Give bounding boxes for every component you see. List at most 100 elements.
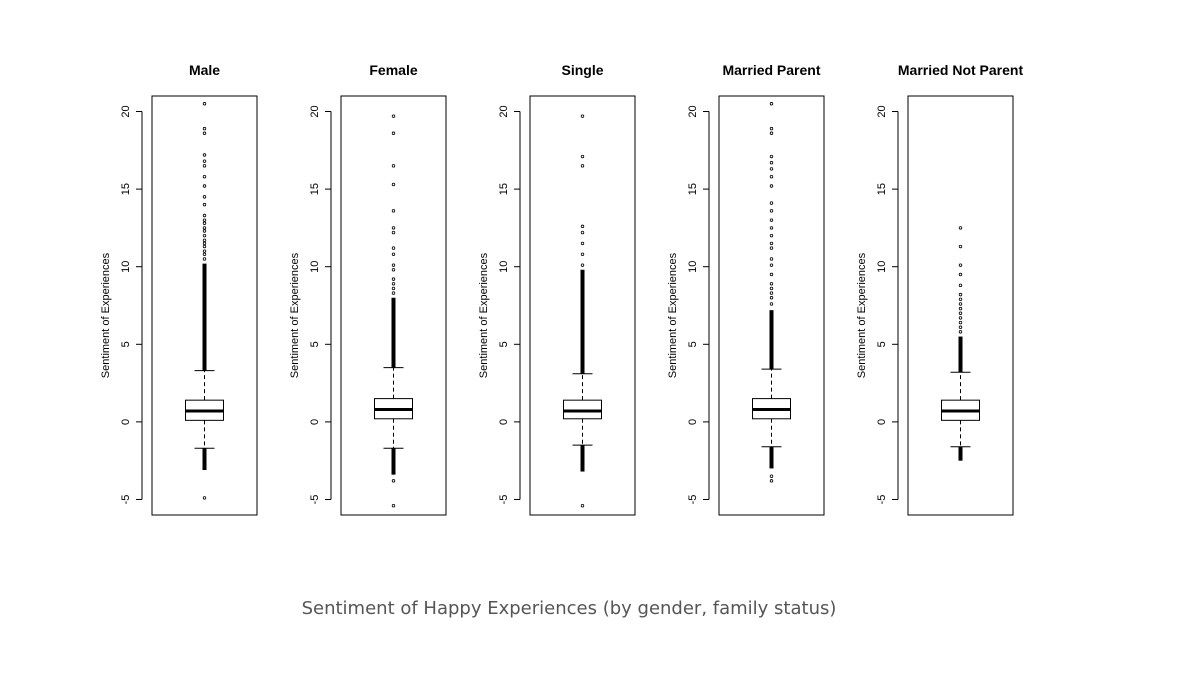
outlier-point xyxy=(958,320,963,325)
y-tick-label: 20 xyxy=(120,105,132,117)
outlier-point xyxy=(958,272,963,277)
outlier-point xyxy=(580,164,585,168)
outlier-point xyxy=(580,154,585,159)
outlier-point xyxy=(769,286,774,291)
y-tick-label: 5 xyxy=(309,341,321,347)
outlier-point xyxy=(769,479,774,483)
panel-2: Female -5 0 5 10 15 20 Sentiment of Experiences xyxy=(289,62,447,516)
outlier-point xyxy=(769,184,774,188)
y-axis-label: Sentiment of Experiences xyxy=(100,252,112,378)
panel-1: Male -5 0 5 10 15 20 Sentiment of Experiences xyxy=(100,62,258,516)
y-tick-label: 10 xyxy=(498,261,510,273)
outlier-point xyxy=(580,252,585,256)
outlier-point xyxy=(769,296,774,300)
outlier-point xyxy=(391,503,396,508)
plot-frame xyxy=(907,95,1014,516)
outlier-point xyxy=(769,246,774,250)
outlier-point xyxy=(769,263,774,267)
outlier-point xyxy=(202,153,207,157)
outlier-point xyxy=(958,297,963,301)
outlier-point xyxy=(202,202,207,207)
y-tick-label: 5 xyxy=(687,341,699,347)
outlier-point xyxy=(202,238,207,243)
outlier-point xyxy=(391,230,396,235)
y-tick-label: 0 xyxy=(120,419,132,425)
y-tick-label: 10 xyxy=(687,261,699,273)
outlier-point xyxy=(769,167,774,171)
panel-5: Married Not Parent -5 0 5 10 15 20 Sentiment of… xyxy=(856,62,1023,516)
y-tick-label: 15 xyxy=(120,183,132,195)
outlier-point xyxy=(958,330,963,334)
outlier-point xyxy=(391,209,396,213)
y-tick-label: 10 xyxy=(120,261,132,273)
outlier-point xyxy=(202,102,207,106)
iqr-box xyxy=(563,399,602,420)
outlier-point xyxy=(391,246,396,250)
plot-frame xyxy=(340,95,447,516)
y-tick-label: 15 xyxy=(309,183,321,195)
outlier-point xyxy=(769,161,774,165)
outlier-point xyxy=(769,209,774,213)
outlier-point xyxy=(391,182,396,187)
y-axis-label: Sentiment of Experiences xyxy=(667,252,679,378)
outlier-point xyxy=(958,292,963,297)
outlier-point xyxy=(769,291,774,295)
y-tick-label: -5 xyxy=(498,495,510,505)
outlier-point xyxy=(958,226,963,230)
outlier-point xyxy=(202,221,207,225)
outlier-point xyxy=(958,316,963,320)
outlier-point xyxy=(958,244,963,249)
outlier-point xyxy=(202,213,207,218)
y-tick-label: 20 xyxy=(498,105,510,117)
outlier-point xyxy=(580,224,585,229)
plot-frame xyxy=(718,95,825,516)
outlier-point xyxy=(580,114,585,118)
y-axis-label: Sentiment of Experiences xyxy=(478,252,490,378)
outlier-point xyxy=(769,131,774,135)
outlier-point xyxy=(958,283,963,288)
outlier-point xyxy=(769,241,774,246)
outlier-point xyxy=(769,272,774,277)
outlier-point xyxy=(202,496,207,500)
y-tick-label: 5 xyxy=(120,341,132,347)
outlier-point xyxy=(202,218,207,222)
y-tick-label: 0 xyxy=(498,419,510,425)
outlier-point xyxy=(202,233,207,238)
outlier-point xyxy=(769,154,774,159)
outlier-point xyxy=(769,201,774,205)
panel-title: Single xyxy=(561,62,603,78)
outlier-point xyxy=(202,244,207,249)
outlier-point xyxy=(769,282,774,286)
outlier-point xyxy=(202,252,207,256)
outlier-point xyxy=(769,218,774,222)
outlier-point xyxy=(202,164,207,168)
plot-frame xyxy=(151,95,258,516)
y-tick-label: 15 xyxy=(498,183,510,195)
outlier-point xyxy=(580,230,585,235)
outlier-point xyxy=(958,263,963,267)
y-tick-label: 0 xyxy=(309,419,321,425)
outlier-point xyxy=(769,102,774,106)
y-tick-label: -5 xyxy=(687,495,699,505)
y-tick-label: 10 xyxy=(309,261,321,273)
outlier-point xyxy=(958,311,963,315)
outlier-point xyxy=(391,252,396,256)
y-tick-label: 15 xyxy=(687,183,699,195)
outlier-point xyxy=(580,503,585,508)
outlier-point xyxy=(391,164,396,168)
y-axis-label: Sentiment of Experiences xyxy=(289,252,301,378)
outlier-point xyxy=(391,286,396,291)
outlier-point xyxy=(958,325,963,329)
outlier-point xyxy=(769,257,774,261)
outlier-point xyxy=(202,131,207,135)
outlier-point xyxy=(769,302,774,306)
y-tick-label: 10 xyxy=(876,261,888,273)
y-tick-label: 20 xyxy=(876,105,888,117)
y-axis-label: Sentiment of Experiences xyxy=(856,252,868,378)
outlier-point xyxy=(202,126,207,131)
outlier-point xyxy=(202,229,207,233)
y-tick-label: 20 xyxy=(687,105,699,117)
panel-4: Married Parent -5 0 5 10 15 20 Sentiment of Exp… xyxy=(667,62,825,516)
outlier-point xyxy=(391,277,396,281)
y-tick-label: 0 xyxy=(687,419,699,425)
